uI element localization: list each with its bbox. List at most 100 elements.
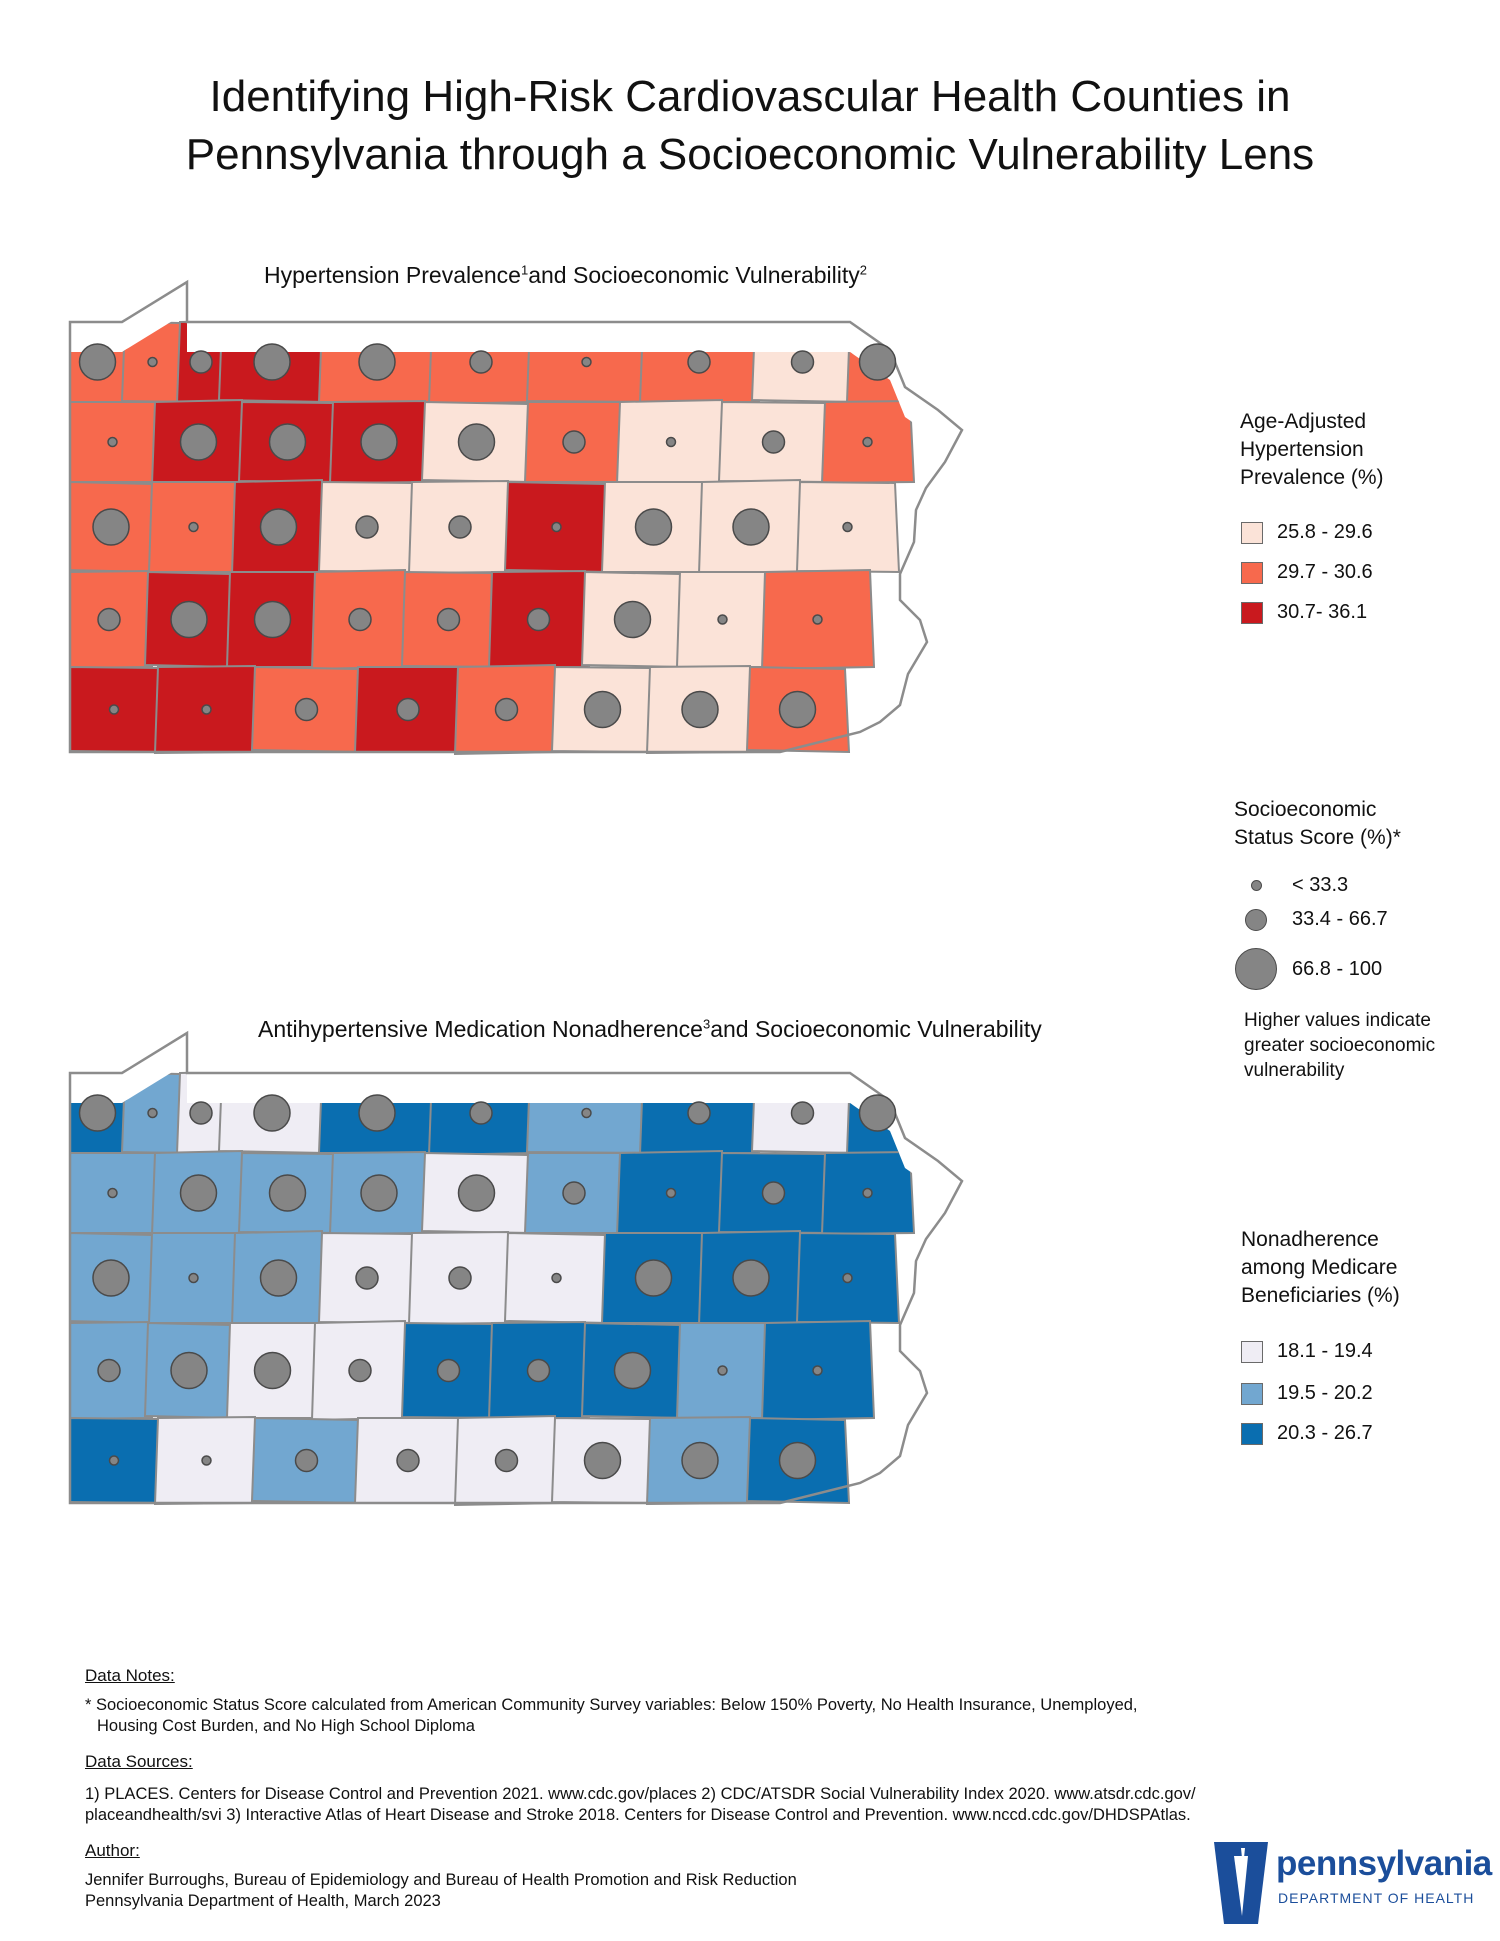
ses-dot [562,1181,586,1205]
ses-dot [170,1351,208,1390]
ses-dot [494,1448,519,1473]
legend-nonadherence-heading: Nonadherence among Medicare Beneficiarie… [1241,1228,1400,1307]
legend-swatch [1241,1340,1263,1363]
ses-dot [348,607,372,632]
ses-dot [189,350,213,374]
ses-dot [526,607,551,632]
ses-dot [448,1266,472,1290]
ses-dot [253,343,291,381]
ses-dot [259,1259,298,1297]
ses-dot [732,1259,770,1297]
ses-dot [761,430,786,454]
ses-dot [862,436,873,448]
ses-dot [92,508,130,546]
ses-dot [348,1358,372,1383]
legend-ses-item: < 33.3 [1228,874,1348,897]
ses-dot [358,1094,396,1132]
ses-dot [436,1358,461,1383]
map2-title: Antihypertensive Medication Nonadherence… [258,1016,1042,1042]
ses-dot [294,1448,319,1473]
ses-dot [107,1187,118,1199]
ses-dot [665,1187,677,1199]
ses-dot [562,430,586,454]
ses-dot [108,704,120,715]
ses-dot [732,508,770,546]
ses-dot [842,1272,853,1284]
ses-dot [581,1107,592,1119]
legend-nonadherence-item: 18.1 - 19.4 [1241,1340,1373,1363]
ses-dot [147,1107,158,1119]
legend-hypertension-heading: Age-Adjusted Hypertension Prevalence (%) [1240,410,1384,489]
map1-title: Hypertension Prevalence1and Socioeconomi… [264,262,868,288]
ses-dot [469,1101,493,1125]
legend-swatch [1241,561,1263,584]
ses-dot [457,1174,496,1212]
ses-dot [396,1448,420,1473]
ses-dot [858,1094,897,1132]
ses-dot [551,1272,562,1284]
keystone-icon [1214,1842,1268,1924]
ses-dot [790,1101,815,1125]
legend-nonadherence-item: 19.5 - 20.2 [1241,1382,1373,1405]
data-sources-text: 1) PLACES. Centers for Disease Control a… [85,1785,1196,1824]
title-line-1: Identifying High-Risk Cardiovascular Hea… [209,72,1291,121]
data-sources-label: Data Sources: [85,1752,193,1771]
pa-health-logo: pennsylvania DEPARTMENT OF HEALTH [1212,1838,1492,1928]
ses-dot [188,1272,199,1284]
ses-dot [761,1181,786,1205]
ses-dot [97,607,121,632]
ses-dot [108,1455,120,1466]
legend-ses-note: Higher values indicate greater socioecon… [1244,1010,1436,1081]
ses-dot [862,1187,873,1199]
ses-dot [634,1259,673,1297]
legend-swatch [1241,521,1263,544]
legend-ses-heading: Socioeconomic Status Score (%)* [1234,798,1401,849]
ses-dot [355,515,379,539]
author-label: Author: [85,1841,140,1860]
ses-dot [583,1441,622,1480]
ses-dot [358,343,396,381]
ses-dot [170,600,208,639]
ses-dot [179,1174,218,1212]
ses-dot [355,1266,379,1290]
ses-dot [526,1358,551,1383]
ses-dot [360,423,398,461]
ses-dot [583,690,622,729]
ses-dot [253,600,292,639]
nonadherence-map [68,1030,964,1507]
ses-dot [457,423,496,461]
ses-dot [717,614,728,625]
ses-dot [613,600,652,639]
ses-dot [778,1441,817,1480]
legend-swatch [1241,1382,1263,1405]
ses-dot [665,436,677,448]
ses-dot [294,697,319,722]
legend-swatch [1241,601,1263,624]
ses-dot [687,350,711,374]
page-title: Identifying High-Risk Cardiovascular Hea… [0,68,1500,184]
ses-dot [790,350,815,374]
ses-dot [812,1365,823,1376]
ses-dot [268,423,307,461]
ses-dot [551,521,562,533]
legend-dot-large [1235,948,1277,990]
state-outline [68,279,964,754]
ses-dot [253,1351,292,1390]
ses-dot [78,343,117,381]
legend-hypertension-item: 29.7 - 30.6 [1241,561,1373,584]
ses-dot [448,515,472,539]
ses-dot [360,1174,398,1212]
title-line-2: Pennsylvania through a Socioeconomic Vul… [185,130,1315,179]
ses-dot [613,1351,652,1390]
state-outline [68,1030,964,1505]
ses-dot [259,508,298,546]
ses-dot [253,1094,291,1132]
ses-dot [78,1094,117,1132]
ses-dot [581,356,592,368]
legend-dot-small [1250,880,1262,891]
hypertension-map [68,279,964,756]
legend-nonadherence-item: 20.3 - 26.7 [1241,1422,1373,1445]
ses-dot [268,1174,307,1212]
ses-dot [812,614,823,625]
legend-swatch [1241,1422,1263,1445]
